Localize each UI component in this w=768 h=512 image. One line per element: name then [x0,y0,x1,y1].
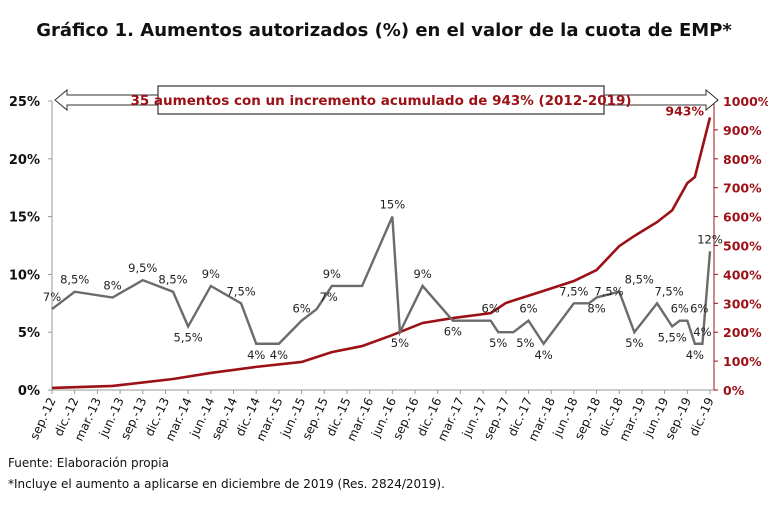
data-label: 7% [43,290,61,304]
left-tick-label: 25% [9,95,40,110]
annotation-text: 35 aumentos con un incremento acumulado … [130,93,631,109]
data-label: 4% [534,348,552,362]
data-label: 6% [482,302,500,316]
data-label: 12% [697,232,723,246]
data-label: 4% [686,348,704,362]
data-label: 9% [323,267,341,281]
right-tick-label: 0% [723,383,745,398]
data-label: 8,5% [158,273,187,287]
data-label: 7,5% [559,284,588,298]
right-tick-label: 400% [723,267,762,282]
right-tick-label: 500% [723,239,762,254]
right-tick-label: 1000% [723,94,768,109]
left-tick-label: 10% [9,268,40,283]
data-label: 6% [292,302,310,316]
footnote: *Incluye el aumento a aplicarse en dicie… [8,477,445,491]
data-label: 5% [391,336,409,350]
data-label: 8,5% [625,273,654,287]
data-label: 7% [320,290,338,304]
left-tick-label: 20% [9,153,40,168]
left-tick-label: 15% [9,211,40,226]
right-tick-label: 700% [723,181,762,196]
cumulative-line [51,117,712,390]
data-label: 9,5% [128,261,157,275]
data-label: 9% [413,267,431,281]
increase-line [51,216,712,346]
source-note: Fuente: Elaboración propia [8,456,169,470]
left-tick-label: 0% [18,384,40,399]
right-tick-label: 800% [723,152,762,167]
x-tick-label: sep.-12 [27,395,59,441]
data-label: 6% [519,302,537,316]
data-label: 6% [690,302,708,316]
right-tick-label: 300% [723,296,762,311]
right-tick-label: 100% [723,354,762,369]
data-label: 7,5% [226,284,255,298]
right-tick-label: 900% [723,123,762,138]
data-label: 8% [587,302,605,316]
data-label: 5,5% [658,330,687,344]
cumulative-end-label: 943% [665,103,704,118]
data-label: 5,5% [174,330,203,344]
annotation-box [157,85,605,115]
data-label: 7,5% [654,284,683,298]
data-label: 6% [444,325,462,339]
data-label: 7,5% [594,284,623,298]
data-label: 15% [380,198,406,212]
data-label: 5% [625,336,643,350]
data-label: 5% [516,336,534,350]
chart-title: Gráfico 1. Aumentos autorizados (%) en e… [36,20,732,41]
left-tick-label: 5% [18,326,40,341]
data-label: 4% [247,348,265,362]
data-label: 6% [671,302,689,316]
data-label: 8,5% [60,273,89,287]
right-tick-label: 600% [723,210,762,225]
data-label: 5% [489,336,507,350]
right-tick-label: 200% [723,325,762,340]
data-label: 4% [270,348,288,362]
data-label: 8% [103,279,121,293]
data-label: 9% [202,267,220,281]
data-label: 4% [693,325,711,339]
